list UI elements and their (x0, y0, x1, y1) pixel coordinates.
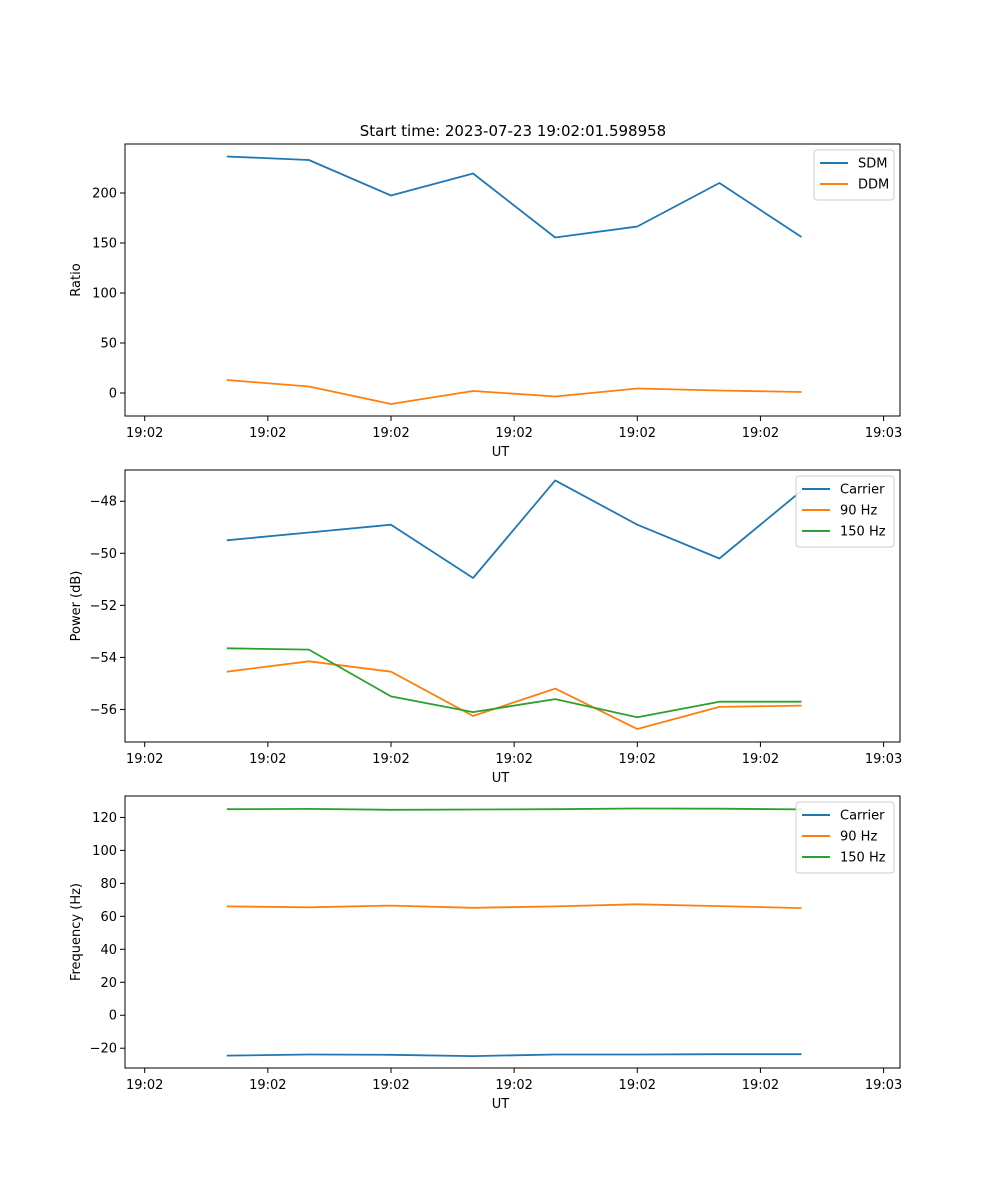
y-axis-label: Frequency (Hz) (69, 883, 84, 981)
x-tick-label: 19:03 (865, 752, 902, 767)
x-axis-label: UT (492, 771, 510, 786)
legend: Carrier 90 Hz 150 Hz (795, 475, 895, 548)
x-tick-label: 19:02 (742, 752, 779, 767)
plot-frame (124, 469, 901, 743)
x-tick-label: 19:02 (126, 752, 163, 767)
x-axis-label: UT (492, 445, 510, 460)
series-line-150-hz (226, 647, 802, 719)
y-tick-label: −54 (90, 651, 117, 666)
series-line-150-hz (226, 807, 802, 811)
plot-frame (124, 795, 901, 1069)
x-tick-label: 19:02 (619, 1078, 656, 1093)
x-axis-label: UT (492, 1097, 510, 1112)
legend-label: 90 Hz (840, 830, 877, 845)
chart-panel-2: 19:02 19:02 19:02 19:02 19:02 19:02 19:03 −56 −5… (69, 469, 902, 786)
y-tick-label: −48 (90, 495, 117, 510)
y-axis-label: Power (dB) (69, 571, 84, 642)
x-tick-label: 19:02 (372, 426, 409, 441)
x-tick-label: 19:02 (742, 426, 779, 441)
x-tick-label: 19:03 (865, 1078, 902, 1093)
y-tick-label: 150 (92, 237, 117, 252)
legend: SDM DDM (813, 149, 895, 201)
legend-label: 90 Hz (840, 504, 877, 519)
x-tick-label: 19:02 (249, 1078, 286, 1093)
y-tick-label: 120 (92, 811, 117, 826)
series-line-carrier (226, 479, 803, 579)
figure-title: Start time: 2023-07-23 19:02:01.598958 (360, 122, 666, 140)
x-tick-label: 19:02 (372, 752, 409, 767)
y-tick-label: 60 (100, 910, 117, 925)
x-tick-label: 19:02 (249, 752, 286, 767)
y-tick-label: −50 (90, 547, 117, 562)
plot-frame (124, 143, 901, 417)
y-tick-label: 100 (92, 844, 117, 859)
x-tick-label: 19:02 (126, 426, 163, 441)
y-tick-label: 100 (92, 287, 117, 302)
legend: Carrier 90 Hz 150 Hz (795, 801, 895, 874)
x-tick-label: 19:03 (865, 426, 902, 441)
y-tick-label: −56 (90, 703, 117, 718)
x-tick-label: 19:02 (619, 752, 656, 767)
x-tick-label: 19:02 (742, 1078, 779, 1093)
x-tick-label: 19:02 (126, 1078, 163, 1093)
y-tick-label: 20 (100, 976, 117, 991)
chart-panel-1: 19:02 19:02 19:02 19:02 19:02 19:02 19:03 0 50 10… (69, 143, 902, 460)
x-tick-label: 19:02 (372, 1078, 409, 1093)
series-line-ddm (226, 379, 802, 405)
x-tick-label: 19:02 (495, 752, 532, 767)
y-tick-label: 80 (100, 877, 117, 892)
series-line-90-hz (226, 903, 802, 909)
series-line-sdm (226, 155, 802, 239)
y-tick-label: −20 (90, 1042, 117, 1057)
x-tick-label: 19:02 (495, 426, 532, 441)
series-line-carrier (226, 1053, 802, 1057)
y-tick-label: 40 (100, 943, 117, 958)
y-tick-label: 200 (92, 187, 117, 202)
series-line-90-hz (226, 660, 802, 730)
x-tick-label: 19:02 (619, 426, 656, 441)
legend-label: Carrier (840, 809, 885, 824)
legend-box (795, 475, 895, 548)
legend-label: Carrier (840, 483, 885, 498)
legend-box (795, 801, 895, 874)
y-tick-label: −52 (90, 599, 117, 614)
legend-label: DDM (858, 178, 889, 193)
x-tick-label: 19:02 (495, 1078, 532, 1093)
y-tick-label: 50 (100, 337, 117, 352)
y-tick-label: 0 (109, 1009, 117, 1024)
panels: 19:02 19:02 19:02 19:02 19:02 19:02 19:03 0 50 10… (69, 143, 902, 1112)
y-tick-label: 0 (109, 387, 117, 402)
legend-label: SDM (858, 157, 887, 172)
legend-label: 150 Hz (840, 525, 886, 540)
y-axis-label: Ratio (69, 263, 84, 296)
chart-panel-3: 19:02 19:02 19:02 19:02 19:02 19:02 19:03 −20 0 2… (69, 795, 902, 1112)
x-tick-label: 19:02 (249, 426, 286, 441)
legend-label: 150 Hz (840, 851, 886, 866)
